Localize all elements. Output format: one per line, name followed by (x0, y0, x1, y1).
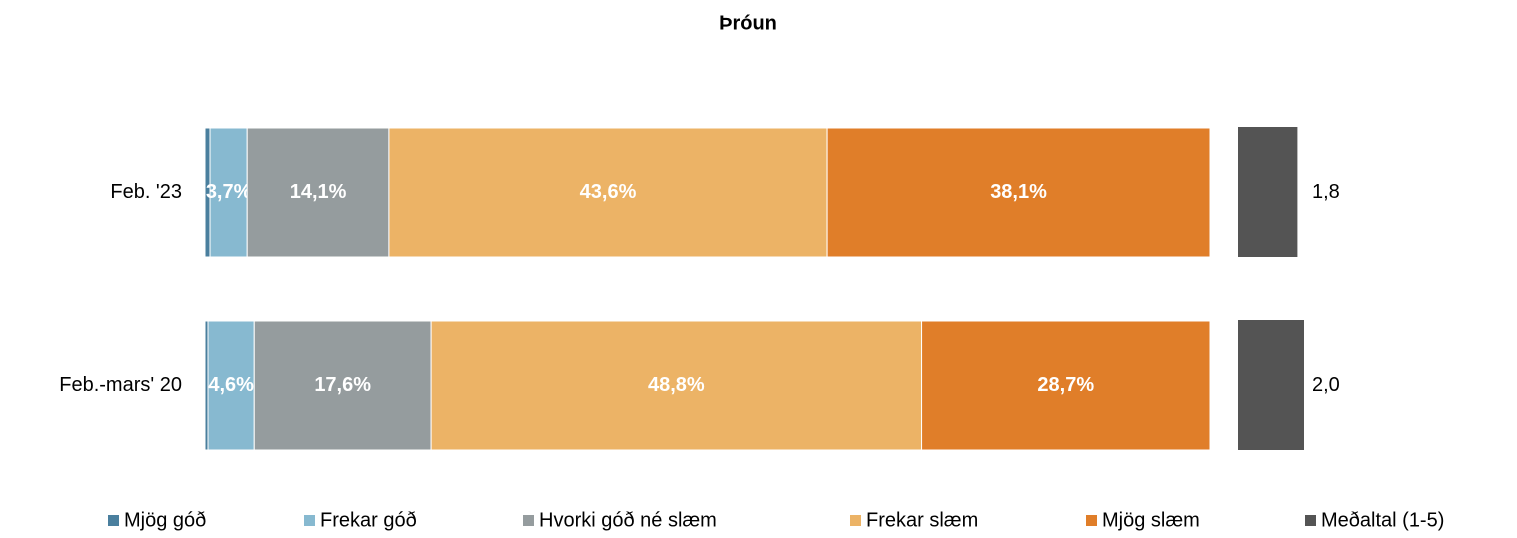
bar-segment (207, 320, 255, 451)
legend-swatch (523, 515, 534, 526)
legend-label: Mjög slæm (1102, 509, 1200, 531)
data-label: 43,6% (580, 181, 637, 203)
legend-label: Hvorki góð né slæm (539, 509, 717, 531)
bar-segment (253, 320, 432, 451)
category-label: Feb. '23 (110, 181, 182, 203)
legend-swatch (850, 515, 861, 526)
legend-label: Mjög góð (124, 509, 206, 531)
legend-swatch (304, 515, 315, 526)
legend-swatch (1305, 515, 1316, 526)
bar-segment (826, 127, 1211, 258)
bar-segment (430, 320, 923, 451)
legend-label: Meðaltal (1-5) (1321, 509, 1444, 531)
category-label: Feb.-mars' 20 (59, 374, 182, 396)
data-label: 14,1% (290, 181, 347, 203)
mean-bar (1238, 127, 1298, 257)
legend-swatch (1086, 515, 1097, 526)
chart-title: Þróun (719, 12, 777, 34)
mean-label: 1,8 (1312, 181, 1340, 203)
data-label: 38,1% (990, 181, 1047, 203)
data-label: 48,8% (648, 374, 705, 396)
bar-segment (921, 320, 1211, 451)
mean-bar (1238, 320, 1304, 450)
mean-label: 2,0 (1312, 374, 1340, 396)
legend-label: Frekar slæm (866, 509, 978, 531)
data-label: 17,6% (314, 374, 371, 396)
legend-swatch (108, 515, 119, 526)
bar-segment (246, 127, 390, 258)
legend-label: Frekar góð (320, 509, 417, 531)
data-label: 28,7% (1037, 374, 1094, 396)
data-label: 3,7% (206, 181, 252, 203)
data-label: 4,6% (208, 374, 254, 396)
